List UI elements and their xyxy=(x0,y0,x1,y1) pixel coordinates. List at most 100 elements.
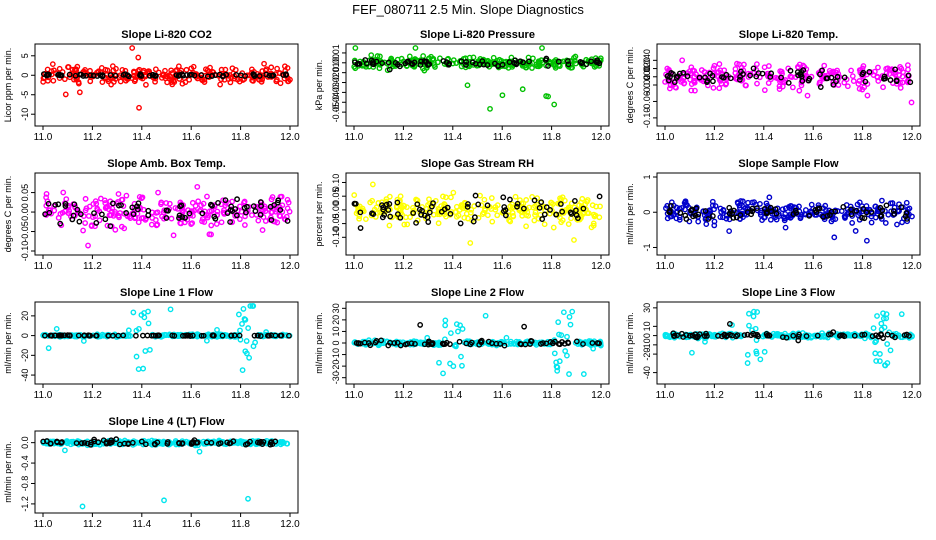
data-point xyxy=(414,197,421,204)
data-point xyxy=(241,205,248,211)
data-point xyxy=(891,210,898,217)
data-point xyxy=(92,198,99,205)
data-point xyxy=(130,309,137,316)
data-point xyxy=(412,45,419,51)
data-point xyxy=(458,353,464,360)
data-point xyxy=(81,439,88,446)
chart-panel: Slope Li-820 CO2 Licor ppm per min. 11.0 11… xyxy=(3,29,300,143)
y-tick-label: 0 xyxy=(20,73,30,78)
x-tick-label: 12.0 xyxy=(902,390,922,401)
data-point xyxy=(208,222,215,229)
data-point xyxy=(268,217,275,223)
data-point xyxy=(721,331,728,338)
data-point xyxy=(285,78,292,85)
x-tick-label: 12.0 xyxy=(280,390,300,401)
data-point xyxy=(741,332,748,338)
data-point xyxy=(252,208,259,215)
data-point xyxy=(91,210,97,217)
data-point xyxy=(683,201,689,208)
data-point xyxy=(747,72,753,79)
data-point xyxy=(274,199,281,206)
data-point xyxy=(356,61,363,67)
data-point xyxy=(215,199,221,206)
data-point xyxy=(695,211,702,218)
data-point xyxy=(868,219,875,226)
x-tick-label: 11.6 xyxy=(804,132,823,143)
y-tick-label: -0.4 xyxy=(20,455,30,471)
data-point xyxy=(135,200,142,207)
data-point xyxy=(194,183,201,190)
y-tick-label: -40 xyxy=(642,366,652,379)
x-tick-label: 12.0 xyxy=(902,261,922,272)
data-point xyxy=(566,371,572,377)
data-point xyxy=(688,81,695,87)
data-point xyxy=(750,313,757,320)
data-point xyxy=(87,72,94,79)
data-point xyxy=(875,64,881,71)
data-point xyxy=(145,308,151,315)
data-point xyxy=(759,70,766,77)
data-point xyxy=(860,69,867,76)
data-point xyxy=(406,53,413,60)
data-point xyxy=(76,218,83,225)
y-axis-label: ml/min per min. xyxy=(625,312,635,374)
data-point xyxy=(142,441,149,448)
data-point xyxy=(139,332,146,339)
data-point xyxy=(716,85,723,92)
data-point xyxy=(468,206,475,213)
data-point xyxy=(596,193,603,200)
data-point xyxy=(763,210,770,217)
data-point xyxy=(413,219,419,226)
data-point xyxy=(814,332,821,339)
data-point xyxy=(475,201,482,208)
data-point xyxy=(782,224,789,231)
data-point xyxy=(233,71,240,78)
data-point xyxy=(71,201,78,208)
data-point xyxy=(892,66,899,73)
data-point xyxy=(263,71,270,78)
data-point xyxy=(58,72,64,79)
data-point xyxy=(803,333,810,339)
data-point xyxy=(90,72,97,79)
data-point xyxy=(215,440,222,447)
data-point xyxy=(539,45,545,51)
data-point xyxy=(61,332,68,339)
data-point xyxy=(274,65,281,72)
data-point xyxy=(258,78,265,85)
data-point xyxy=(555,319,562,326)
data-point xyxy=(200,332,207,339)
data-point xyxy=(379,214,386,221)
data-point xyxy=(860,206,867,212)
data-point xyxy=(153,73,159,79)
data-point xyxy=(404,59,410,65)
data-point xyxy=(386,222,393,229)
data-point xyxy=(551,350,558,357)
x-tick-label: 11.6 xyxy=(493,390,512,401)
data-point xyxy=(513,61,520,68)
data-point xyxy=(773,74,779,81)
data-point xyxy=(723,215,730,222)
data-point xyxy=(245,495,251,502)
data-point xyxy=(555,200,561,207)
data-point xyxy=(417,61,424,68)
data-point xyxy=(73,440,80,446)
x-tick-label: 11.4 xyxy=(754,132,773,143)
data-point xyxy=(880,315,887,322)
data-point xyxy=(277,207,284,213)
data-point xyxy=(229,65,236,72)
data-point xyxy=(179,332,186,339)
data-point xyxy=(859,332,865,338)
data-point xyxy=(259,227,266,233)
data-point xyxy=(47,332,54,339)
data-point xyxy=(523,197,530,203)
data-point xyxy=(132,332,139,339)
x-tick-label: 12.0 xyxy=(591,261,611,272)
data-point xyxy=(176,440,182,446)
data-point xyxy=(112,226,119,233)
data-point xyxy=(243,350,250,357)
data-point xyxy=(700,208,707,215)
data-point xyxy=(863,209,870,216)
data-point xyxy=(105,206,112,213)
data-point xyxy=(154,439,161,446)
data-point xyxy=(541,221,548,228)
